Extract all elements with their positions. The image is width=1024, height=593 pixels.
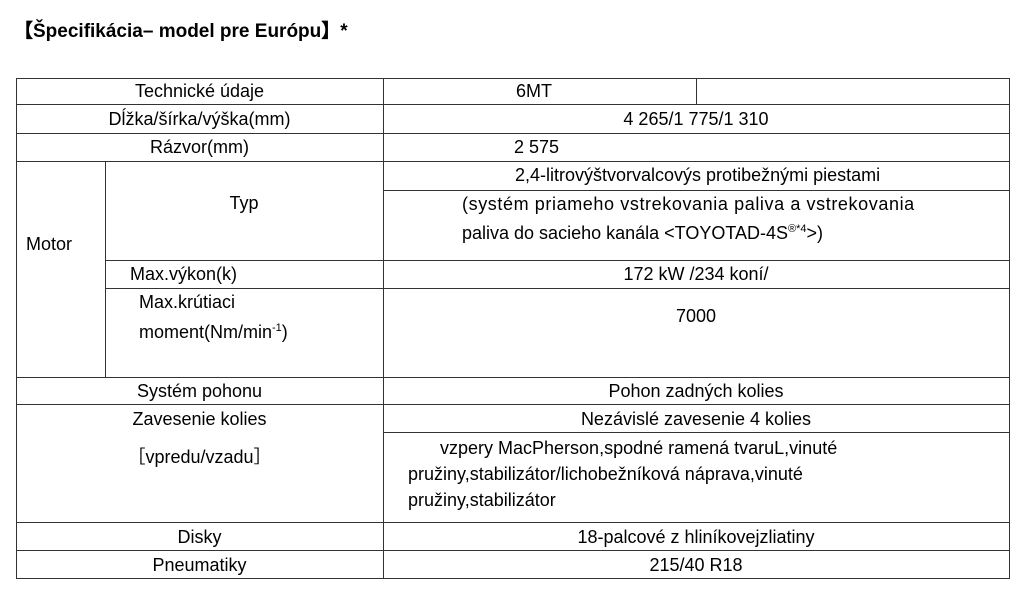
tyres-value: 215/40 R18	[649, 555, 743, 575]
torque-label-end: )	[281, 322, 288, 342]
suspension-value-line2: pružiny,stabilizátor/lichobežníková nápr…	[408, 464, 803, 484]
header-label: Technické údaje	[134, 81, 265, 101]
table-border	[696, 78, 697, 104]
suspension-value-line1: vzpery MacPherson,spodné ramená tvaruL,v…	[440, 438, 838, 458]
table-border	[16, 104, 1010, 105]
torque-label-text: moment(Nm/min	[139, 322, 273, 342]
drive-label: Systém pohonu	[136, 381, 263, 401]
dimensions-label: Dĺžka/šírka/výška(mm)	[108, 109, 291, 129]
power-value: 172 kW /234 koní/	[623, 264, 769, 284]
motor-type-value-line1: 2,4-litrovýštvorvalcovýs protibežnými pi…	[515, 165, 881, 185]
motor-type-label: Typ	[229, 193, 259, 213]
motor-type-value-sup: ®*4	[788, 223, 807, 235]
suspension-value-main: Nezávislé zavesenie 4 kolies	[580, 409, 812, 429]
table-border	[105, 161, 106, 377]
wheelbase-label: Rázvor(mm)	[150, 137, 249, 157]
suspension-value-line3: pružiny,stabilizátor	[408, 490, 556, 510]
table-border	[16, 78, 17, 579]
wheels-value: 18-palcové z hliníkovejzliatiny	[577, 527, 815, 547]
power-label: Max.výkon(k)	[130, 264, 238, 284]
table-border	[16, 161, 1010, 162]
motor-label: Motor	[26, 234, 73, 254]
table-border	[383, 432, 1010, 433]
torque-label-sup: -1	[272, 322, 282, 334]
table-border	[16, 133, 1010, 134]
table-border	[16, 550, 1010, 551]
header-value: 6MT	[516, 81, 552, 101]
table-border	[1009, 78, 1010, 579]
table-border	[383, 78, 384, 579]
torque-label-line2: moment(Nm/min-1)	[139, 317, 288, 343]
torque-value: 7000	[675, 306, 717, 326]
wheelbase-value: 2 575	[514, 137, 560, 157]
motor-type-value-line3: paliva do sacieho kanála <TOYOTAD-4S®*4>…	[462, 218, 823, 244]
table-border	[16, 522, 1010, 523]
wheels-label: Disky	[177, 527, 222, 547]
suspension-label-line2: ［vpredu/vzadu］	[127, 447, 272, 467]
table-border	[383, 190, 1010, 191]
table-border	[105, 288, 1010, 289]
table-border	[16, 404, 1010, 405]
motor-type-value-text: paliva do sacieho kanála <TOYOTAD-4S	[462, 223, 789, 243]
torque-label-line1: Max.krútiaci	[139, 292, 236, 312]
table-border	[105, 260, 1010, 261]
table-border	[16, 377, 1010, 378]
motor-type-value-line2: (systém priameho vstrekovania paliva a v…	[462, 194, 915, 214]
table-border	[16, 78, 1010, 79]
document-title: 【Špecifikácia– model pre Európu】*	[14, 21, 348, 42]
tyres-label: Pneumatiky	[152, 555, 247, 575]
dimensions-value: 4 265/1 775/1 310	[623, 109, 769, 129]
drive-value: Pohon zadných kolies	[608, 381, 784, 401]
suspension-label-line1: Zavesenie kolies	[132, 409, 267, 429]
motor-type-value-end: >)	[806, 223, 824, 243]
table-border	[16, 578, 1010, 579]
